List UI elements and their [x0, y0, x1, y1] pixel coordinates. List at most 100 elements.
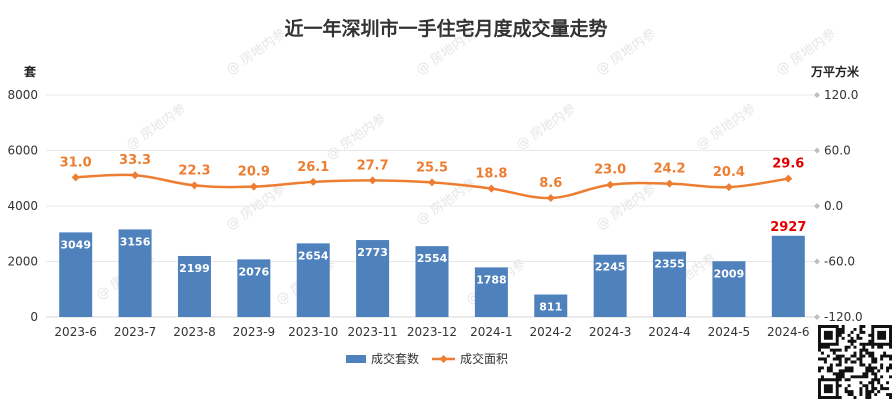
right-tick-0: 120.0 [824, 88, 858, 102]
x-tick-2023-8: 2023-8 [173, 325, 216, 339]
x-axis-ticks: 2023-6 2023-7 2023-8 2023-9 2023-10 2023-11 20… [54, 325, 809, 339]
line-point-2024-1 [487, 184, 496, 193]
line-label-2023-12: 25.5 [416, 160, 448, 175]
legend-label-line: 成交面积 [460, 351, 508, 366]
watermark-4: @ 房地内参 [123, 101, 189, 154]
x-tick-2023-11: 2023-11 [348, 325, 398, 339]
bar-label-2023-11: 2773 [357, 246, 388, 259]
x-tick-2023-6: 2023-6 [54, 325, 97, 339]
line-point-2023-8 [190, 181, 199, 190]
bar-2023-8 [177, 255, 211, 317]
bar-2023-7 [118, 229, 152, 317]
bar-label-2023-7: 3156 [120, 235, 151, 248]
bar-2024-2 [534, 294, 568, 317]
bar-series: 3049 3156 2199 2076 2654 2773 2554 1788 811 2245 2… [59, 220, 806, 317]
legend-swatch-bars [346, 355, 366, 363]
watermark-0: @ 房地内参 [223, 26, 289, 79]
x-tick-2024-6: 2024-6 [767, 325, 810, 339]
bar-label-2024-5: 2009 [714, 267, 745, 280]
bar-2023-9 [237, 259, 271, 317]
bar-label-2024-2: 811 [539, 300, 562, 313]
right-tick-marker-3 [814, 258, 820, 265]
line-label-2023-6: 31.0 [60, 155, 92, 170]
line-label-2024-6: 29.6 [772, 157, 804, 172]
line-label-2023-11: 27.7 [357, 158, 389, 173]
left-tick-3: 2000 [7, 255, 38, 269]
line-point-2023-12 [428, 178, 436, 187]
right-tick-marker-4 [814, 314, 820, 320]
line-label-2023-10: 26.1 [297, 160, 329, 175]
watermark-10: @ 房地内参 [593, 181, 659, 234]
line-point-2023-10 [309, 177, 318, 186]
left-tick-2: 4000 [7, 199, 38, 213]
bar-2024-1 [474, 267, 508, 317]
legend-swatch-marker [439, 355, 448, 363]
line-point-2024-4 [665, 179, 674, 188]
bar-2024-5 [712, 261, 746, 317]
watermark-5: @ 房地内参 [323, 111, 389, 164]
line-point-2024-3 [606, 180, 615, 189]
line-label-2024-3: 23.0 [594, 163, 626, 178]
left-tick-0: 8000 [7, 88, 38, 102]
qr-code [818, 325, 892, 399]
bar-2023-6 [59, 232, 93, 317]
legend-label-bars: 成交套数 [371, 351, 419, 366]
x-tick-2024-3: 2024-3 [589, 325, 632, 339]
left-tick-1: 6000 [7, 144, 38, 158]
x-tick-2024-1: 2024-1 [470, 325, 513, 339]
x-tick-2023-7: 2023-7 [114, 325, 157, 339]
line-label-2024-2: 8.6 [539, 176, 562, 191]
line-label-2023-9: 20.9 [238, 165, 270, 180]
right-tick-marker-1 [814, 147, 820, 154]
x-tick-2024-5: 2024-5 [708, 325, 751, 339]
chart-title: 近一年深圳市一手住宅月度成交量走势 [284, 17, 607, 40]
right-tick-marker-2 [814, 203, 820, 209]
right-tick-3: -60.0 [824, 255, 855, 269]
line-point-2024-5 [724, 183, 733, 192]
bar-label-2024-3: 2245 [595, 261, 626, 274]
line-point-2023-9 [249, 182, 258, 191]
line-label-2024-4: 24.2 [653, 162, 685, 177]
left-axis-unit: 套 [23, 64, 37, 79]
right-tick-4: -120.0 [824, 310, 863, 324]
line-point-2023-11 [368, 176, 377, 185]
bar-2024-4 [653, 251, 687, 317]
x-tick-2024-2: 2024-2 [530, 325, 573, 339]
legend: 成交套数 成交面积 [346, 351, 508, 366]
x-tick-2024-4: 2024-4 [648, 325, 691, 339]
line-label-2024-1: 18.8 [475, 167, 507, 182]
x-tick-2023-10: 2023-10 [288, 325, 338, 339]
bar-2024-6 [771, 235, 805, 317]
bar-label-2024-1: 1788 [476, 273, 507, 286]
bar-label-2023-6: 3049 [60, 238, 91, 251]
line-point-2023-7 [131, 171, 140, 180]
watermark-7: @ 房地内参 [693, 101, 759, 154]
line-point-2023-6 [71, 173, 80, 182]
watermark-6: @ 房地内参 [513, 101, 579, 154]
right-tick-2: 0.0 [824, 199, 843, 213]
line-label-2024-5: 20.4 [713, 165, 745, 180]
bar-label-2024-6: 2927 [770, 220, 806, 235]
line-series: 31.0 33.3 22.3 20.9 26.1 27.7 25.5 18.8 8.6 23.0 2… [60, 153, 804, 203]
bar-2023-10 [296, 243, 330, 317]
left-axis-ticks: 8000 6000 4000 2000 0 [7, 88, 38, 324]
right-axis-unit: 万平方米 [810, 64, 860, 79]
line-point-2024-2 [546, 194, 555, 203]
bar-2023-12 [415, 246, 449, 317]
bar-2023-11 [356, 240, 390, 317]
bar-label-2023-12: 2554 [417, 252, 448, 265]
line-label-2023-7: 33.3 [119, 153, 151, 168]
bar-2024-3 [593, 254, 627, 317]
line-point-2024-6 [784, 174, 793, 183]
x-tick-2023-9: 2023-9 [233, 325, 276, 339]
left-tick-4: 0 [30, 310, 38, 324]
x-tick-2023-12: 2023-12 [407, 325, 457, 339]
line-label-2023-8: 22.3 [178, 163, 210, 178]
qr-modules [818, 325, 892, 399]
bar-label-2024-4: 2355 [654, 258, 685, 271]
bar-label-2023-9: 2076 [239, 265, 270, 278]
bar-label-2023-8: 2199 [179, 262, 210, 275]
bar-label-2023-10: 2654 [298, 249, 329, 262]
